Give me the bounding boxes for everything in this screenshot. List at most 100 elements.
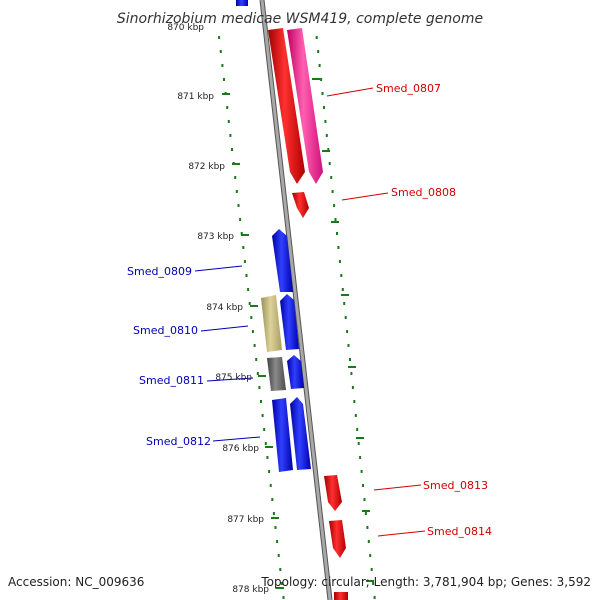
tick-dot: [331, 190, 334, 193]
tick-major: [258, 375, 266, 377]
tick-dot: [360, 470, 363, 473]
tick-major: [356, 437, 364, 439]
leader-smed-0807: [326, 87, 374, 97]
tick-dot: [237, 204, 240, 207]
tick-dot: [218, 36, 221, 39]
tick-label-874: 874 kbp: [206, 303, 243, 313]
tick-dot: [229, 134, 232, 137]
tick-major: [322, 150, 330, 152]
tick-major: [362, 510, 370, 512]
tick-dot: [325, 134, 328, 137]
tick-major: [341, 294, 349, 296]
tick-dot: [336, 232, 338, 235]
tick-dot: [351, 386, 354, 389]
gene-smed-0812-b[interactable]: [290, 397, 311, 470]
gene-smed-0814[interactable]: [329, 520, 346, 558]
tick-dot: [280, 582, 283, 585]
tick-dot: [367, 540, 370, 543]
tick-dot: [340, 274, 343, 277]
label-smed-0810[interactable]: Smed_0810: [133, 324, 198, 337]
label-smed-0811[interactable]: Smed_0811: [139, 374, 204, 387]
tick-dot: [357, 442, 360, 445]
tick-dot: [364, 512, 367, 515]
tick-label-877: 877 kbp: [227, 515, 264, 525]
tick-dot: [323, 106, 325, 109]
tick-dot: [261, 414, 264, 417]
tick-dot: [330, 176, 333, 179]
gene-smed-0807-cds[interactable]: [268, 28, 305, 184]
tick-dot: [274, 526, 277, 529]
tick-dot: [235, 190, 238, 193]
tick-dot: [327, 148, 330, 151]
gene-smed-0811[interactable]: [287, 355, 304, 389]
tick-dot: [353, 400, 356, 403]
gene-smed-0810-misc[interactable]: [261, 295, 282, 352]
tick-dot: [341, 288, 344, 291]
tick-dot: [243, 260, 246, 263]
tick-dot: [264, 442, 267, 445]
gene-smed-0811-misc[interactable]: [267, 357, 286, 391]
tick-dot: [354, 414, 357, 417]
gene-smed-0810[interactable]: [280, 294, 299, 350]
tick-dot: [370, 568, 373, 571]
tick-dot: [324, 120, 327, 123]
tick-dot: [346, 330, 349, 333]
tick-label-870: 870 kbp: [167, 23, 204, 33]
label-smed-0812[interactable]: Smed_0812: [146, 435, 211, 448]
gene-smed-0813[interactable]: [324, 475, 342, 511]
tick-dot: [333, 204, 336, 207]
tick-dot: [320, 78, 323, 81]
label-smed-0807[interactable]: Smed_0807: [376, 82, 441, 95]
tick-dot: [276, 540, 279, 543]
tick-dot: [248, 302, 251, 305]
tick-dot: [359, 456, 362, 459]
tick-dot: [362, 484, 364, 487]
label-smed-0808[interactable]: Smed_0808: [391, 186, 456, 199]
leader-smed-0812: [212, 436, 261, 442]
tick-dot: [255, 358, 258, 361]
gene-smed-0807-gene[interactable]: [287, 28, 323, 184]
gene-smed-0812-a[interactable]: [272, 398, 293, 472]
label-smed-0814[interactable]: Smed_0814: [427, 525, 492, 538]
label-smed-0813[interactable]: Smed_0813: [423, 479, 488, 492]
label-smed-0809[interactable]: Smed_0809: [127, 265, 192, 278]
gene-smed-0809[interactable]: [272, 229, 293, 292]
backbone-highlight: [260, 0, 332, 600]
tick-dot: [269, 484, 272, 487]
leader-smed-0810: [200, 325, 249, 332]
tick-dot: [266, 456, 269, 459]
tick-dot: [250, 316, 253, 319]
tick-dot: [240, 232, 243, 235]
accession-label: Accession: NC_009636: [8, 575, 144, 589]
tick-dot: [317, 50, 320, 53]
tick-dot: [227, 120, 230, 123]
tick-dot: [231, 148, 233, 151]
tick-dot: [337, 246, 340, 249]
topology-label: Topology: circular; Length: 3,781,904 bp…: [260, 575, 591, 589]
tick-dot: [334, 218, 337, 221]
tick-dot: [350, 372, 353, 375]
tick-major: [241, 234, 249, 236]
tick-dot: [226, 106, 229, 109]
tick-dot: [369, 554, 372, 557]
gene-smed-0808[interactable]: [292, 192, 309, 218]
leader-smed-0808: [341, 192, 389, 201]
tick-label-871: 871 kbp: [177, 92, 214, 102]
tick-major: [265, 446, 273, 448]
tick-major: [222, 93, 230, 95]
map-title: Sinorhizobium medicae WSM419, complete g…: [117, 11, 483, 27]
tick-dot: [263, 428, 266, 431]
tick-dot: [260, 400, 262, 403]
tick-dot: [271, 498, 274, 501]
tick-dot: [343, 302, 346, 305]
tick-label-875: 875 kbp: [215, 373, 252, 383]
leader-smed-0813: [373, 484, 422, 491]
leader-smed-0814: [377, 530, 426, 537]
tick-label-878: 878 kbp: [232, 585, 269, 595]
gene-partial-bottom[interactable]: [334, 592, 348, 600]
tick-dot: [268, 470, 271, 473]
tick-major: [250, 305, 258, 307]
tick-dot: [363, 498, 366, 501]
gene-partial-top[interactable]: [236, 0, 248, 6]
